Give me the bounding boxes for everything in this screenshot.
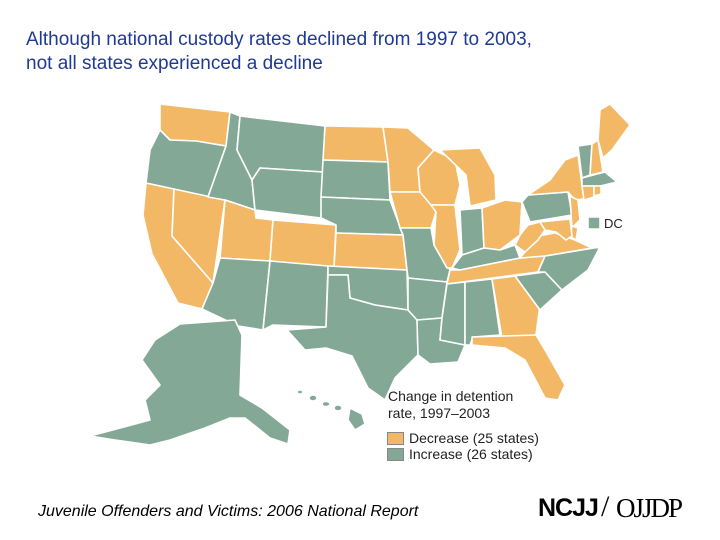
legend-title-line-2: rate, 1997–2003 xyxy=(388,405,490,421)
state-alaska xyxy=(89,319,291,446)
legend-decrease: Decrease (25 states) xyxy=(387,430,539,446)
state-new-mexico xyxy=(262,260,329,331)
legend-title: Change in detention rate, 1997–2003 xyxy=(388,388,513,422)
state-south-dakota xyxy=(320,159,391,201)
state-dc-swatch xyxy=(587,216,601,230)
state-north-dakota xyxy=(322,125,389,163)
state-mississippi xyxy=(439,281,466,346)
state-wyoming xyxy=(251,167,324,219)
title-line-2: not all states experienced a decline xyxy=(26,53,323,74)
title-line-1: Although national custody rates declined… xyxy=(26,29,532,50)
state-illinois xyxy=(430,204,461,269)
state-florida xyxy=(471,334,566,401)
legend-increase-swatch xyxy=(387,447,404,461)
logo-ncjj: NCJJ xyxy=(538,494,599,522)
report-title: Juvenile Offenders and Victims: 2006 Nat… xyxy=(38,503,419,520)
page-title: Although national custody rates declined… xyxy=(26,28,686,76)
state-texas xyxy=(286,274,419,401)
state-michigan xyxy=(439,147,497,207)
state-connecticut xyxy=(581,185,595,201)
state-hawaii xyxy=(296,389,366,431)
state-massachusetts xyxy=(581,171,618,187)
state-colorado xyxy=(269,219,337,269)
state-maryland xyxy=(539,218,573,241)
state-rhode-island xyxy=(593,185,602,197)
state-new-jersey xyxy=(569,195,581,229)
logo-ojjdp: OJJDP xyxy=(616,493,683,523)
legend-decrease-swatch xyxy=(387,431,404,445)
state-maine xyxy=(597,103,631,159)
state-arkansas xyxy=(407,277,448,321)
state-pennsylvania xyxy=(521,191,573,223)
state-kansas xyxy=(333,232,408,271)
state-wisconsin xyxy=(417,149,461,206)
dc-label: DC xyxy=(604,216,623,231)
legend-increase-label: Increase (26 states) xyxy=(409,446,533,462)
legend-title-line-1: Change in detention xyxy=(388,388,514,404)
state-indiana xyxy=(459,207,485,256)
legend-decrease-label: Decrease (25 states) xyxy=(409,430,539,446)
legend-increase: Increase (26 states) xyxy=(387,446,533,462)
logo-separator: / xyxy=(601,490,610,523)
ncjj-ojjdp-logo: NCJJ / OJJDP xyxy=(538,490,686,526)
